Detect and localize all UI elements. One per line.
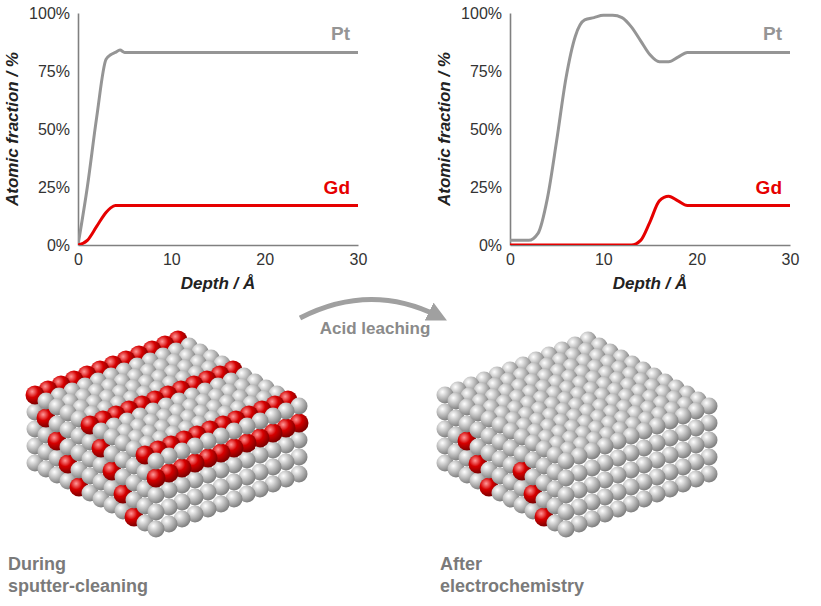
series-label: Gd [756,177,782,198]
x-tick: 20 [256,245,274,268]
y-axis-line [78,14,80,246]
x-tick-label: 30 [350,251,368,268]
series-line [510,196,790,245]
y-tick: 0% [479,237,510,254]
y-tick: 100% [461,5,510,22]
slab-sputtered [26,331,309,538]
y-tick-label: 25% [38,179,70,196]
x-tick-label: 0 [506,251,515,268]
y-tick: 50% [470,121,510,138]
y-tick-label: 50% [38,121,70,138]
x-tick-label: 20 [256,251,274,268]
series-label: Pt [763,23,783,44]
y-axis-line [510,14,512,246]
atom [148,453,165,470]
x-tick-label: 20 [688,251,706,268]
y-tick: 100% [29,5,78,22]
x-tick: 30 [350,245,368,268]
x-axis-title: Depth / Å [613,274,688,293]
x-tick: 10 [163,245,181,268]
caption: Afterelectrochemistry [440,554,584,596]
y-tick: 75% [470,63,510,80]
atom [148,504,165,521]
x-tick-label: 30 [782,251,800,268]
y-tick: 0% [47,237,78,254]
series-line [78,50,358,245]
y-tick-label: 100% [29,5,70,22]
x-axis-line [79,245,359,247]
atom [558,470,575,487]
x-tick: 20 [688,245,706,268]
y-tick-label: 100% [461,5,502,22]
x-axis: 0 10 20 30 [506,245,799,268]
y-tick-label: 75% [38,63,70,80]
atom [147,469,166,488]
y-axis: 0% 25% 50% 75% 100% [461,5,510,254]
y-axis-title: Atomic fraction / % [435,52,454,207]
figure: 01020300%25%50%75%100%Atomic fraction / … [0,0,821,606]
atom [558,453,575,470]
x-tick-label: 10 [163,251,181,268]
chart-panel: 0 10 20 30 0% 25% 50% 75% 100% Atomic fraction / … [3,5,368,293]
chart-panel: 0 10 20 30 0% 25% 50% 75% 100% Atomic fraction / … [435,5,800,293]
x-tick: 0 [506,245,515,268]
y-tick-label: 25% [470,179,502,196]
y-axis: 0% 25% 50% 75% 100% [29,5,78,254]
y-tick-label: 0% [479,237,502,254]
y-tick: 75% [38,63,78,80]
x-tick-label: 0 [74,251,83,268]
y-tick-label: 0% [47,237,70,254]
y-axis-title: Atomic fraction / % [3,52,22,207]
arrow-label: Acid leaching [320,319,431,338]
caption: Duringsputter-cleaning [8,554,148,596]
plot-area [78,50,358,245]
arrow [300,299,438,318]
y-tick: 50% [38,121,78,138]
x-tick-label: 10 [595,251,613,268]
x-tick: 30 [782,245,800,268]
atom [558,487,575,504]
y-tick: 25% [470,179,510,196]
atom [148,521,165,538]
series-label: Pt [331,23,351,44]
atom [558,521,575,538]
x-tick: 0 [74,245,83,268]
x-axis: 0 10 20 30 [74,245,367,268]
x-axis-title: Depth / Å [181,274,256,293]
y-tick-label: 50% [470,121,502,138]
plot-area [510,15,790,245]
x-tick: 10 [595,245,613,268]
y-tick: 25% [38,179,78,196]
atom [558,504,575,521]
slab-leached [437,332,718,538]
atom [148,487,165,504]
y-tick-label: 75% [470,63,502,80]
series-line [78,206,358,245]
series-label: Gd [324,177,350,198]
